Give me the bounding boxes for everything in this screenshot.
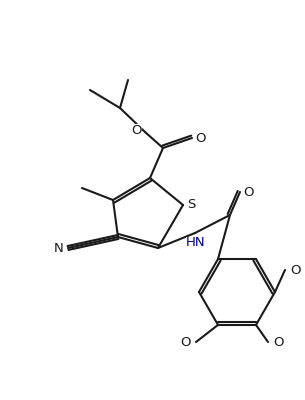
Text: O: O: [132, 124, 142, 136]
Text: O: O: [181, 336, 191, 348]
Text: O: O: [290, 264, 300, 276]
Text: HN: HN: [186, 236, 206, 250]
Text: O: O: [243, 186, 253, 198]
Text: O: O: [273, 336, 284, 348]
Text: S: S: [187, 198, 195, 212]
Text: O: O: [195, 132, 205, 144]
Text: N: N: [54, 242, 64, 254]
